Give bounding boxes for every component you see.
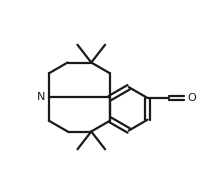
- Text: O: O: [187, 93, 196, 103]
- Text: N: N: [37, 92, 45, 102]
